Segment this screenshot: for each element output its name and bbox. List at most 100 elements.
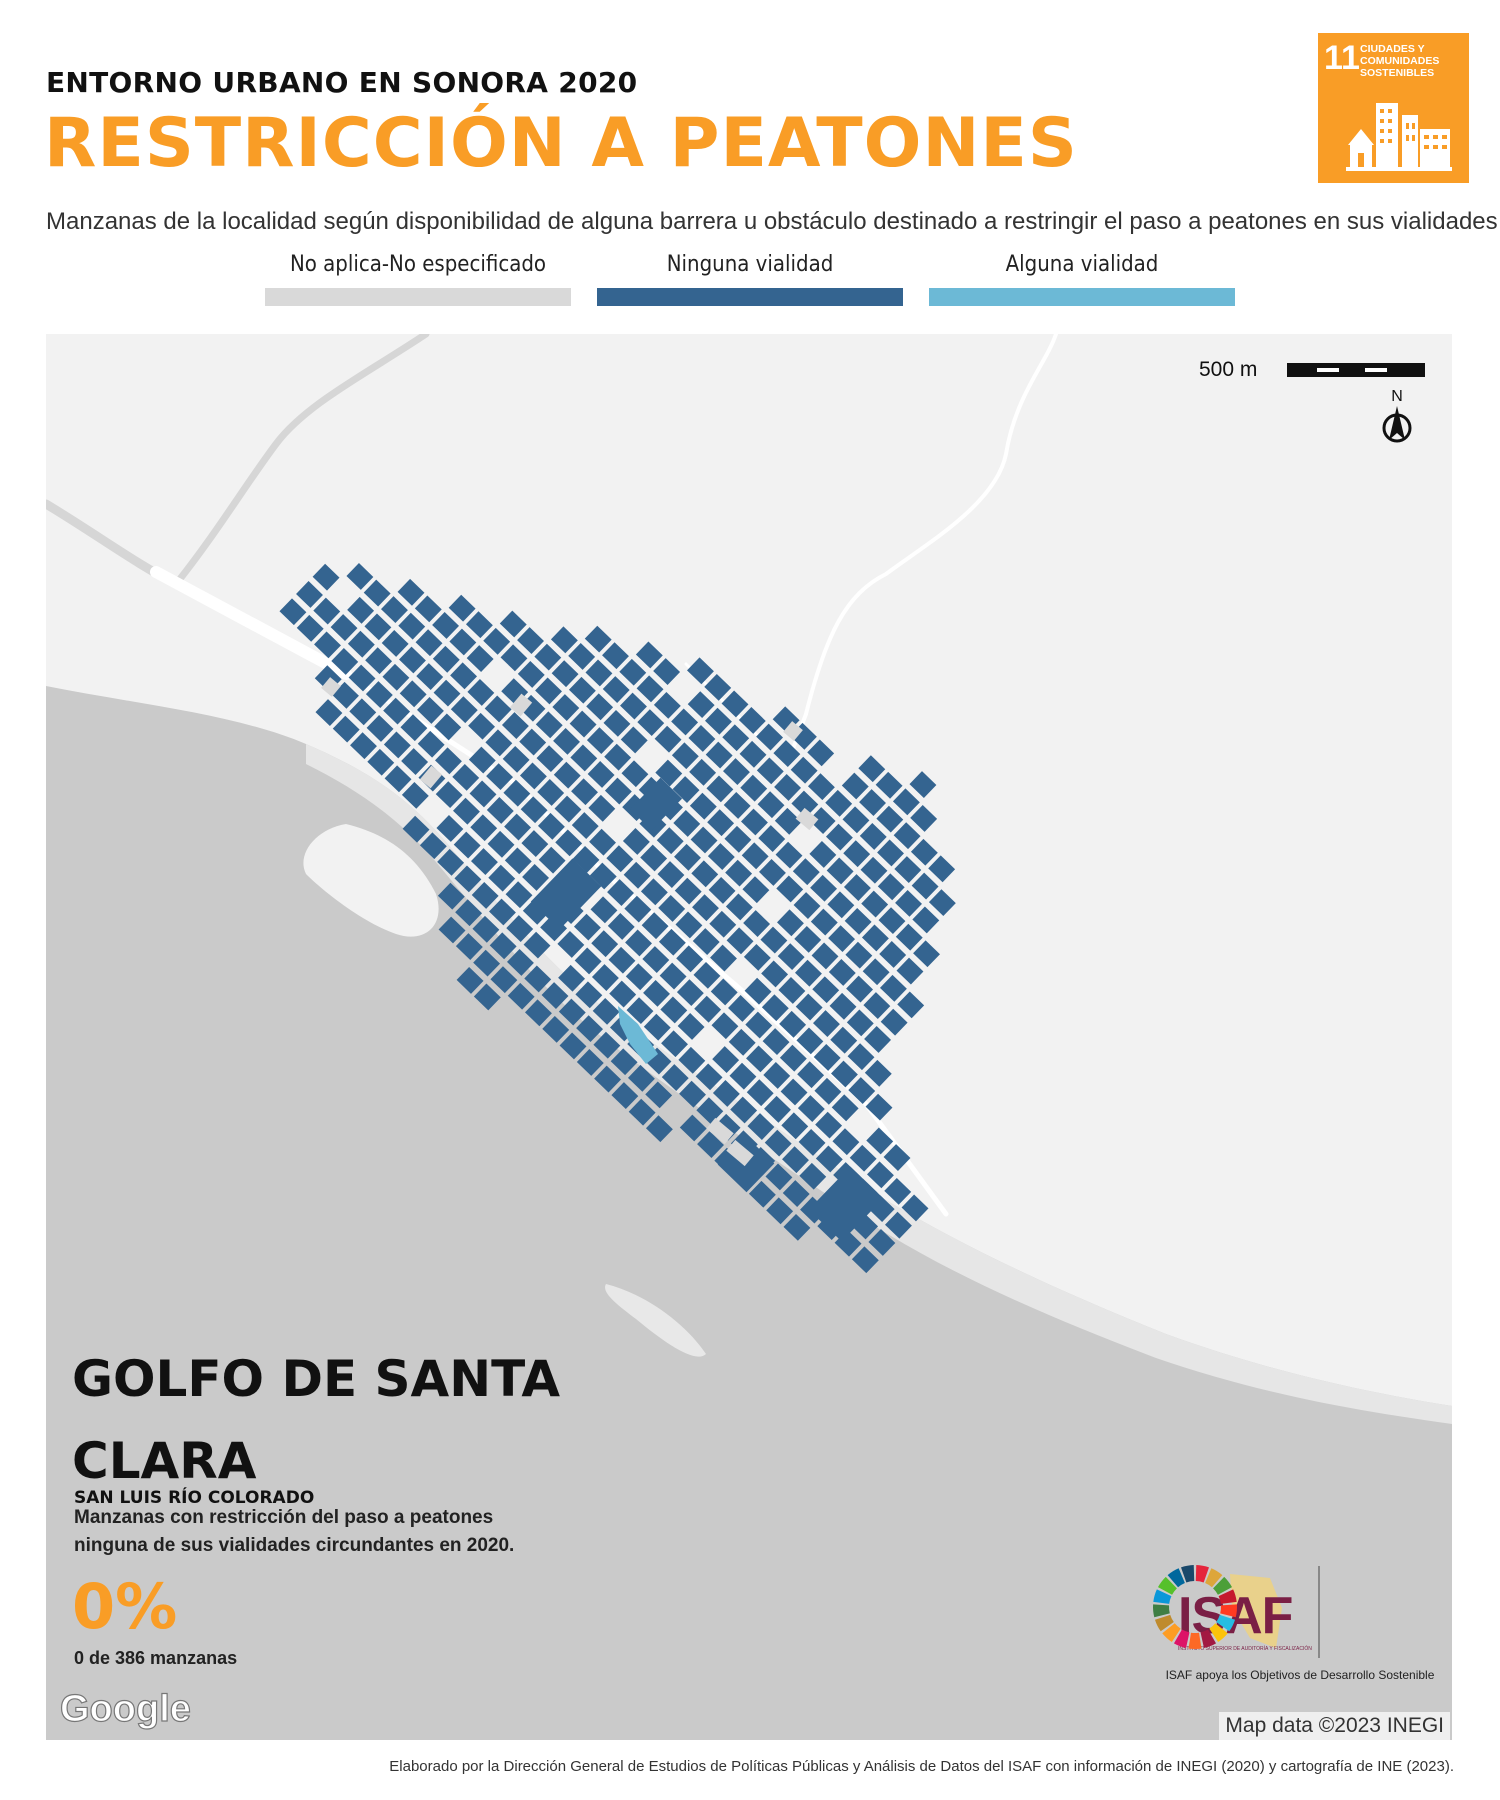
urban-block[interactable] bbox=[811, 942, 839, 970]
urban-block[interactable] bbox=[676, 945, 704, 973]
urban-block[interactable] bbox=[657, 861, 685, 888]
urban-block[interactable] bbox=[825, 789, 853, 817]
urban-block[interactable] bbox=[517, 627, 544, 654]
urban-block[interactable] bbox=[879, 974, 907, 1002]
urban-block[interactable] bbox=[723, 792, 751, 819]
urban-block[interactable] bbox=[610, 1048, 638, 1076]
urban-block[interactable] bbox=[365, 681, 393, 708]
urban-block[interactable] bbox=[777, 943, 805, 971]
urban-block[interactable] bbox=[627, 1064, 655, 1092]
urban-block[interactable] bbox=[671, 742, 699, 770]
urban-block[interactable] bbox=[896, 957, 924, 985]
urban-block[interactable] bbox=[455, 899, 483, 927]
urban-block[interactable] bbox=[640, 844, 668, 872]
urban-block[interactable] bbox=[381, 630, 409, 657]
urban-block[interactable] bbox=[619, 658, 647, 686]
urban-block[interactable] bbox=[471, 848, 498, 876]
urban-block[interactable] bbox=[465, 611, 493, 639]
urban-block[interactable] bbox=[728, 1028, 756, 1056]
urban-block[interactable] bbox=[348, 664, 376, 692]
urban-block[interactable] bbox=[609, 980, 637, 1008]
urban-block[interactable] bbox=[726, 927, 754, 955]
urban-block[interactable] bbox=[658, 894, 686, 922]
urban-block[interactable] bbox=[347, 630, 375, 658]
urban-block[interactable] bbox=[436, 815, 464, 842]
urban-block[interactable] bbox=[783, 1213, 811, 1241]
urban-block[interactable] bbox=[519, 728, 547, 756]
urban-block[interactable] bbox=[707, 843, 735, 870]
urban-block[interactable] bbox=[761, 960, 789, 988]
urban-block[interactable] bbox=[725, 859, 753, 887]
urban-block[interactable] bbox=[588, 794, 616, 822]
urban-block[interactable] bbox=[363, 579, 391, 607]
urban-block[interactable] bbox=[470, 814, 498, 842]
urban-block[interactable] bbox=[895, 889, 922, 917]
urban-block[interactable] bbox=[810, 908, 838, 936]
urban-block[interactable] bbox=[604, 777, 632, 805]
urban-block[interactable] bbox=[810, 874, 838, 902]
urban-block[interactable] bbox=[878, 907, 906, 935]
urban-block[interactable] bbox=[504, 813, 532, 841]
urban-block[interactable] bbox=[828, 925, 856, 953]
urban-block[interactable] bbox=[489, 932, 517, 960]
urban-block[interactable] bbox=[347, 596, 375, 624]
urban-block[interactable] bbox=[591, 964, 619, 991]
urban-block[interactable] bbox=[602, 676, 630, 703]
urban-block[interactable] bbox=[711, 1012, 739, 1040]
urban-block[interactable] bbox=[417, 730, 445, 758]
urban-block[interactable] bbox=[696, 1097, 724, 1125]
urban-block[interactable] bbox=[797, 1061, 825, 1089]
urban-block[interactable] bbox=[499, 610, 527, 638]
urban-block[interactable] bbox=[587, 761, 615, 788]
urban-block[interactable] bbox=[782, 1180, 810, 1207]
urban-block[interactable] bbox=[576, 1015, 604, 1043]
urban-block[interactable] bbox=[676, 979, 704, 1007]
urban-block[interactable] bbox=[763, 1062, 791, 1089]
urban-block[interactable] bbox=[535, 677, 562, 705]
urban-block[interactable] bbox=[892, 788, 920, 816]
urban-block[interactable] bbox=[862, 958, 890, 986]
urban-block[interactable] bbox=[576, 1049, 604, 1076]
urban-block[interactable] bbox=[573, 913, 601, 941]
urban-block[interactable] bbox=[435, 747, 462, 775]
urban-block[interactable] bbox=[643, 979, 670, 1007]
urban-block[interactable] bbox=[551, 660, 579, 688]
urban-block[interactable] bbox=[365, 647, 393, 675]
urban-block[interactable] bbox=[739, 740, 767, 768]
urban-block[interactable] bbox=[691, 860, 719, 888]
urban-block[interactable] bbox=[520, 796, 548, 824]
urban-block[interactable] bbox=[541, 982, 569, 1009]
urban-block[interactable] bbox=[808, 807, 836, 834]
urban-block[interactable] bbox=[831, 1060, 858, 1088]
urban-block[interactable] bbox=[468, 712, 496, 740]
urban-block[interactable] bbox=[485, 729, 513, 757]
urban-block[interactable] bbox=[894, 856, 922, 883]
urban-block[interactable] bbox=[568, 642, 596, 670]
urban-block[interactable] bbox=[536, 745, 564, 773]
urban-block[interactable] bbox=[777, 909, 804, 937]
urban-block[interactable] bbox=[678, 1046, 706, 1074]
urban-block[interactable] bbox=[438, 916, 466, 944]
urban-block[interactable] bbox=[553, 761, 581, 789]
urban-block[interactable] bbox=[419, 832, 447, 860]
urban-block[interactable] bbox=[525, 999, 552, 1027]
urban-block[interactable] bbox=[398, 612, 426, 640]
urban-block[interactable] bbox=[831, 1094, 859, 1122]
urban-block[interactable] bbox=[813, 1010, 840, 1038]
map-canvas[interactable] bbox=[46, 334, 1452, 1740]
urban-block[interactable] bbox=[642, 946, 670, 973]
urban-block[interactable] bbox=[859, 822, 887, 850]
urban-block[interactable] bbox=[773, 740, 801, 768]
urban-block[interactable] bbox=[399, 680, 427, 708]
urban-block[interactable] bbox=[709, 910, 737, 938]
urban-block[interactable] bbox=[382, 663, 410, 691]
urban-block[interactable] bbox=[708, 876, 736, 904]
urban-block[interactable] bbox=[795, 993, 823, 1021]
urban-block[interactable] bbox=[705, 741, 733, 769]
urban-block[interactable] bbox=[774, 807, 802, 835]
urban-block[interactable] bbox=[724, 825, 752, 853]
urban-block[interactable] bbox=[483, 627, 511, 655]
urban-block[interactable] bbox=[383, 731, 411, 759]
urban-block[interactable] bbox=[815, 1111, 843, 1139]
urban-block[interactable] bbox=[866, 1127, 894, 1155]
